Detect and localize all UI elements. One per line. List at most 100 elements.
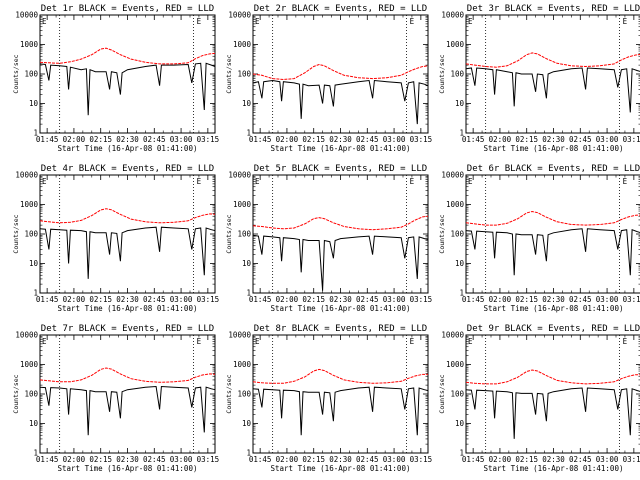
panel-title: Det 3r BLACK = Events, RED = LLD [467, 4, 640, 14]
events-series-line [39, 226, 216, 279]
y-axis-label: Counts/sec [225, 54, 233, 93]
x-tick-label: 02:45 [356, 455, 379, 464]
events-series-line [465, 67, 640, 113]
y-tick-label: 10000 [228, 331, 251, 340]
y-tick-label: 10000 [15, 331, 38, 340]
x-tick-label: 02:00 [276, 455, 299, 464]
corner-label-left: E [255, 177, 260, 186]
x-tick-label: 02:00 [489, 135, 512, 144]
y-tick-label: 10 [29, 419, 39, 428]
x-tick-label: 02:15 [302, 135, 325, 144]
y-tick-label: 100 [24, 390, 38, 399]
x-axis-label: Start Time (16-Apr-08 01:41:00) [58, 144, 198, 153]
x-tick-label: 02:00 [489, 455, 512, 464]
plot-frame [39, 334, 216, 454]
y-tick-label: 1 [246, 129, 251, 138]
x-tick-label: 03:00 [596, 135, 619, 144]
plot-frame [465, 174, 640, 294]
y-tick-label: 10 [455, 99, 465, 108]
corner-label-left: E [42, 177, 47, 186]
x-axis-label: Start Time (16-Apr-08 01:41:00) [271, 144, 411, 153]
x-tick-label: 01:45 [36, 135, 59, 144]
panel-title: Det 2r BLACK = Events, RED = LLD [254, 4, 427, 14]
x-tick-label: 03:00 [383, 455, 406, 464]
y-tick-label: 10 [242, 419, 252, 428]
y-tick-label: 10 [29, 259, 39, 268]
x-tick-label: 02:30 [116, 295, 139, 304]
x-axis-label: Start Time (16-Apr-08 01:41:00) [271, 464, 411, 473]
y-tick-label: 10 [242, 259, 252, 268]
lld-series-line [252, 63, 429, 81]
panel-title: Det 5r BLACK = Events, RED = LLD [254, 164, 427, 174]
y-tick-label: 10000 [441, 171, 464, 180]
corner-label-left: E [255, 337, 260, 346]
x-tick-label: 03:15 [410, 295, 433, 304]
x-tick-label: 02:15 [302, 455, 325, 464]
x-tick-label: 03:15 [197, 135, 220, 144]
y-tick-label: 10000 [441, 11, 464, 20]
lld-series-line [252, 368, 428, 384]
x-tick-label: 02:00 [489, 295, 512, 304]
x-tick-label: 03:15 [410, 135, 433, 144]
y-tick-label: 10000 [228, 171, 251, 180]
events-series-line [39, 62, 216, 116]
y-tick-label: 1000 [233, 360, 252, 369]
corner-label-left: E [468, 337, 473, 346]
y-tick-label: 1000 [446, 360, 465, 369]
panel-title: Det 7r BLACK = Events, RED = LLD [41, 324, 214, 334]
lld-series-line [39, 47, 216, 65]
x-tick-label: 01:45 [249, 295, 272, 304]
x-axis-label: Start Time (16-Apr-08 01:41:00) [484, 464, 624, 473]
y-tick-label: 100 [450, 70, 464, 79]
events-series-line [39, 385, 216, 436]
x-tick-label: 02:15 [515, 455, 538, 464]
y-tick-label: 1000 [446, 40, 465, 49]
y-tick-label: 100 [450, 390, 464, 399]
y-axis-label: Counts/sec [12, 214, 20, 253]
x-tick-label: 02:15 [302, 295, 325, 304]
y-tick-label: 1 [246, 449, 251, 458]
events-series-line [252, 234, 429, 291]
panel-det-8: Det 8r BLACK = Events, RED = LLD E E 1 10 100… [225, 324, 432, 473]
events-series-line [465, 387, 640, 439]
y-axis-label: Counts/sec [12, 54, 20, 93]
x-tick-label: 02:30 [116, 455, 139, 464]
x-tick-label: 02:30 [116, 135, 139, 144]
y-tick-label: 1000 [20, 200, 39, 209]
plot-frame [252, 174, 429, 294]
y-tick-label: 1 [459, 129, 464, 138]
y-tick-label: 1 [459, 449, 464, 458]
x-tick-label: 02:45 [569, 455, 592, 464]
y-tick-label: 10 [29, 99, 39, 108]
lld-series-line [465, 210, 640, 226]
lld-series-line [39, 367, 216, 383]
panel-title: Det 1r BLACK = Events, RED = LLD [41, 4, 214, 14]
x-tick-label: 03:15 [410, 455, 433, 464]
y-tick-label: 1 [459, 289, 464, 298]
plot-frame [465, 14, 640, 134]
y-tick-label: 1000 [20, 360, 39, 369]
x-tick-label: 02:45 [143, 455, 166, 464]
corner-label-left: E [255, 17, 260, 26]
panel-det-3: Det 3r BLACK = Events, RED = LLD E E 1 10 100… [438, 4, 640, 153]
x-tick-label: 02:00 [63, 455, 86, 464]
lld-series-line [39, 208, 216, 224]
y-tick-label: 100 [24, 230, 38, 239]
lld-series-line [252, 215, 429, 231]
x-axis-label: Start Time (16-Apr-08 01:41:00) [58, 304, 198, 313]
y-tick-label: 10000 [15, 11, 38, 20]
x-axis-label: Start Time (16-Apr-08 01:41:00) [484, 304, 624, 313]
x-tick-label: 02:15 [89, 135, 112, 144]
x-tick-label: 02:45 [356, 135, 379, 144]
x-tick-label: 03:00 [170, 295, 193, 304]
y-tick-label: 100 [24, 70, 38, 79]
x-tick-label: 03:00 [596, 295, 619, 304]
y-tick-label: 1 [33, 449, 38, 458]
y-tick-label: 100 [237, 230, 251, 239]
panel-det-2: Det 2r BLACK = Events, RED = LLD E E 1 10 100… [225, 4, 432, 153]
events-series-line [252, 386, 429, 436]
y-axis-label: Counts/sec [225, 214, 233, 253]
y-tick-label: 10000 [15, 171, 38, 180]
y-tick-label: 100 [237, 390, 251, 399]
x-tick-label: 02:45 [569, 295, 592, 304]
